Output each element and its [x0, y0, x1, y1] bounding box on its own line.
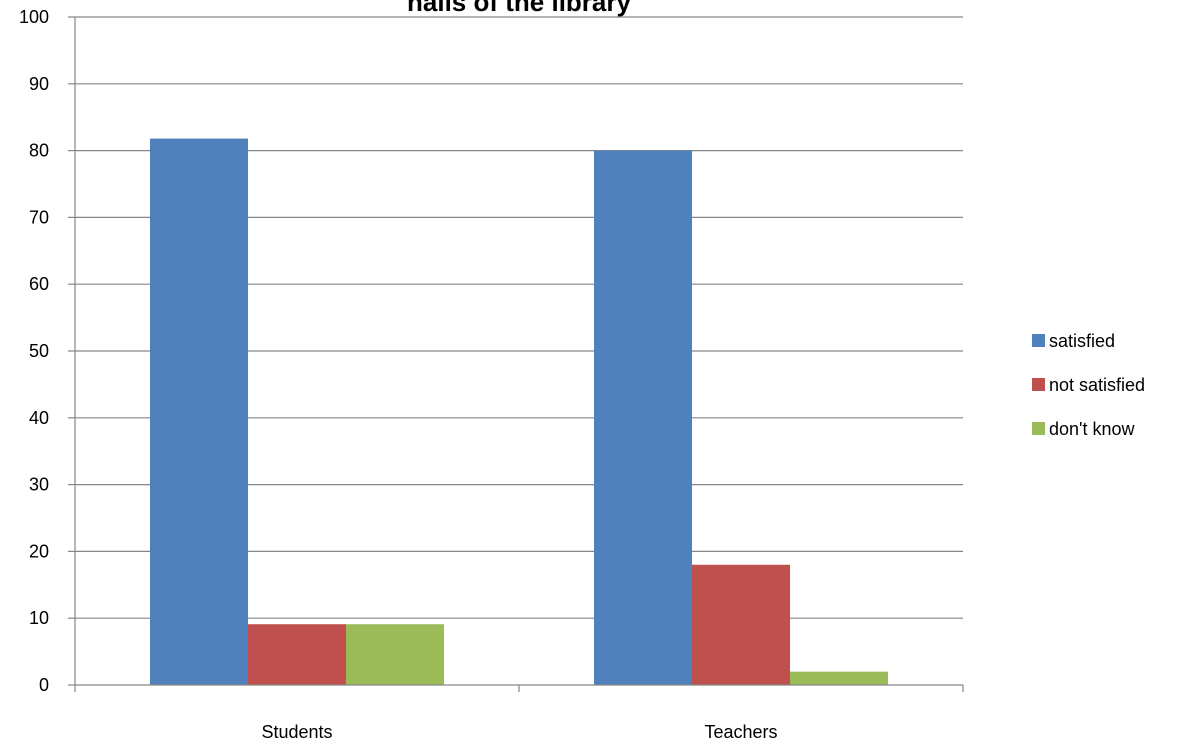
bar-don-t-know-students	[346, 624, 444, 685]
y-tick-label: 60	[29, 274, 49, 294]
y-tick-label: 70	[29, 207, 49, 227]
x-category-label: Teachers	[704, 722, 777, 742]
legend-label: satisfied	[1049, 331, 1115, 351]
axes	[74, 17, 964, 692]
legend-label: not satisfied	[1049, 375, 1145, 395]
y-tick-label: 40	[29, 408, 49, 428]
y-tick-label: 50	[29, 341, 49, 361]
bar-don-t-know-teachers	[790, 671, 888, 685]
legend: satisfied not satisfied don't know	[1032, 331, 1145, 439]
legend-swatch	[1032, 422, 1045, 435]
y-tick-label: 10	[29, 608, 49, 628]
bar-not-satisfied-students	[248, 624, 346, 685]
legend-swatch	[1032, 378, 1045, 391]
y-tick-label: 30	[29, 475, 49, 495]
legend-label: don't know	[1049, 419, 1135, 439]
y-axis-ticks: 0 10 20 30 40 50 60 70 80 90 100	[19, 7, 75, 695]
y-tick-label: 90	[29, 74, 49, 94]
legend-swatch	[1032, 334, 1045, 347]
bar-satisfied-teachers	[594, 150, 692, 686]
x-axis-categories: Students Teachers	[261, 722, 777, 742]
chart-title: halls of the library	[407, 0, 631, 17]
bar-satisfied-students	[150, 138, 248, 686]
y-tick-label: 0	[39, 675, 49, 695]
bar-not-satisfied-teachers	[692, 564, 790, 685]
y-tick-label: 80	[29, 141, 49, 161]
y-tick-label: 20	[29, 541, 49, 561]
x-category-label: Students	[261, 722, 332, 742]
bars	[150, 138, 888, 686]
y-tick-label: 100	[19, 7, 49, 27]
